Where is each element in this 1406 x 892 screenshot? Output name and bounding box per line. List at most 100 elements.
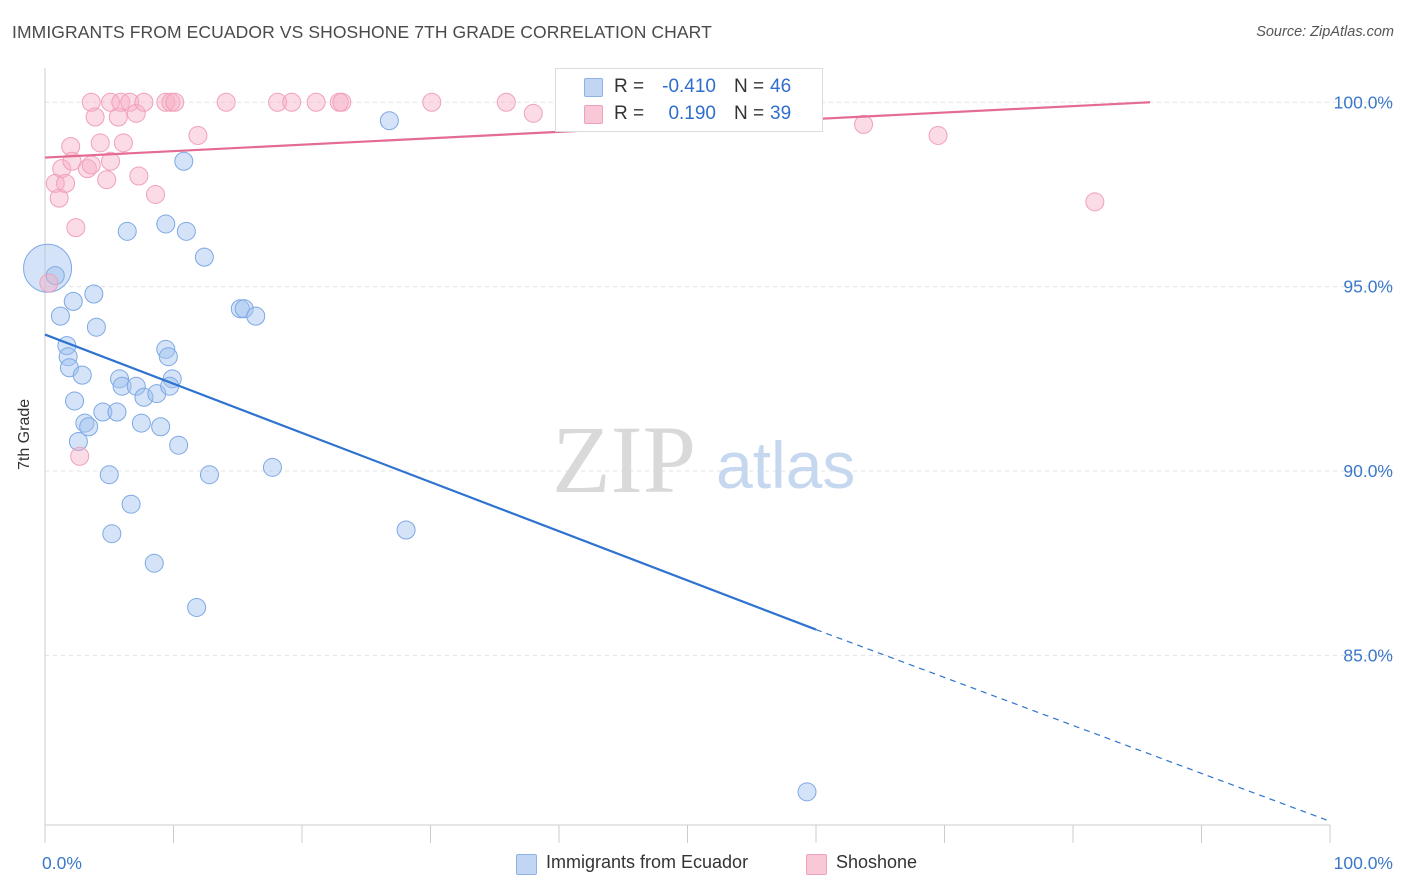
ecuador-point bbox=[246, 306, 266, 326]
shoshone-point bbox=[97, 170, 117, 190]
shoshone-point bbox=[52, 159, 72, 179]
ecuador-point bbox=[68, 432, 88, 451]
y-tick-label: 85.0% bbox=[1343, 645, 1393, 665]
ecuador-point bbox=[102, 524, 122, 544]
ecuador-point bbox=[63, 291, 83, 311]
shoshone-point bbox=[66, 218, 86, 238]
y-tick-label: 90.0% bbox=[1343, 461, 1393, 481]
shoshone-point bbox=[90, 133, 110, 153]
x-tick-label: 100.0% bbox=[1334, 853, 1393, 873]
ecuador-point bbox=[156, 214, 176, 234]
shoshone-point bbox=[134, 92, 154, 112]
ecuador-point bbox=[174, 151, 194, 171]
ecuador-point bbox=[131, 413, 151, 433]
shoshone-point bbox=[1085, 192, 1105, 212]
ecuador-point bbox=[50, 306, 70, 326]
chart-title: IMMIGRANTS FROM ECUADOR VS SHOSHONE 7TH … bbox=[12, 22, 712, 42]
ecuador-point bbox=[396, 520, 416, 540]
shoshone-point bbox=[268, 92, 288, 112]
y-axis-label: 7th Grade bbox=[16, 398, 33, 470]
ecuador-point bbox=[156, 339, 176, 359]
gridlines bbox=[45, 101, 1392, 656]
shoshone-point bbox=[85, 107, 105, 127]
ecuador-point bbox=[199, 465, 219, 485]
shoshone-point bbox=[113, 133, 133, 153]
ecuador-point bbox=[797, 782, 817, 802]
x-tick-label: 0.0% bbox=[42, 853, 82, 873]
ecuador-swatch bbox=[584, 78, 603, 97]
ecuador-point bbox=[262, 457, 282, 477]
ecuador-point bbox=[121, 494, 141, 514]
n-label: N = bbox=[734, 76, 765, 97]
ecuador-point bbox=[79, 417, 99, 437]
n-value: 46 bbox=[770, 76, 792, 97]
shoshone-point bbox=[81, 92, 101, 112]
ecuador-point bbox=[86, 317, 106, 337]
shoshone-point bbox=[332, 92, 352, 112]
ecuador-point bbox=[99, 465, 119, 485]
watermark-atlas: atlas bbox=[716, 428, 855, 502]
n-label: N = bbox=[734, 103, 765, 124]
y-tick-label: 100.0% bbox=[1334, 92, 1393, 112]
stats-row-ecuador: R = -0.410 N = 46 bbox=[556, 74, 822, 100]
shoshone-point bbox=[70, 446, 90, 466]
tick-labels: 100.0% 95.0% 90.0% 85.0% 0.0% 100.0% bbox=[42, 92, 1393, 873]
ecuador-point bbox=[107, 402, 127, 422]
ecuador-point bbox=[72, 365, 92, 385]
legend-item-shoshone[interactable]: Shoshone bbox=[806, 852, 946, 876]
ecuador-point bbox=[379, 111, 399, 131]
ecuador-point bbox=[187, 597, 207, 617]
ecuador-point bbox=[134, 387, 154, 407]
shoshone-point bbox=[306, 92, 326, 112]
shoshone-point bbox=[928, 125, 948, 145]
ecuador-point bbox=[144, 553, 164, 573]
watermark-zip: ZIP bbox=[552, 406, 696, 513]
r-label: R = bbox=[614, 76, 645, 97]
ecuador-point bbox=[112, 376, 132, 396]
ecuador-trend-line bbox=[44, 333, 817, 631]
r-value: -0.410 bbox=[662, 76, 716, 97]
ecuador-point bbox=[169, 435, 189, 455]
shoshone-swatch bbox=[584, 105, 603, 124]
stats-row-shoshone: R = 0.190 N = 39 bbox=[556, 101, 822, 127]
r-label: R = bbox=[614, 103, 645, 124]
watermark: ZIP atlas bbox=[552, 406, 855, 513]
shoshone-point bbox=[282, 92, 302, 112]
shoshone-legend-label: Shoshone bbox=[836, 852, 918, 872]
r-value: 0.190 bbox=[668, 103, 716, 124]
ecuador-point bbox=[110, 369, 130, 389]
shoshone-point bbox=[101, 92, 121, 112]
shoshone-point bbox=[120, 92, 140, 112]
ecuador-legend-label: Immigrants from Ecuador bbox=[546, 852, 749, 872]
stats-legend: R = -0.410 N = 46 R = 0.190 N = 39 bbox=[555, 68, 823, 132]
source-credit: Source: ZipAtlas.com bbox=[1256, 24, 1394, 40]
ecuador-point bbox=[45, 266, 65, 286]
shoshone-point bbox=[165, 92, 185, 112]
shoshone-point bbox=[101, 151, 121, 171]
ecuador-legend-swatch bbox=[516, 854, 537, 875]
shoshone-point bbox=[146, 184, 166, 204]
shoshone-legend-swatch bbox=[806, 854, 827, 875]
ecuador-point bbox=[194, 247, 214, 267]
shoshone-point bbox=[216, 92, 236, 112]
ecuador-point bbox=[75, 413, 95, 433]
shoshone-point bbox=[854, 114, 874, 134]
axes bbox=[44, 68, 1331, 843]
n-value: 39 bbox=[770, 103, 792, 124]
ecuador-point bbox=[176, 221, 196, 241]
shoshone-point bbox=[523, 103, 543, 123]
data-points bbox=[23, 92, 1105, 802]
shoshone-point bbox=[496, 92, 516, 112]
ecuador-point bbox=[93, 402, 113, 422]
shoshone-point bbox=[77, 159, 97, 179]
ecuador-point bbox=[234, 299, 254, 319]
legend-item-ecuador[interactable]: Immigrants from Ecuador bbox=[516, 852, 786, 876]
ecuador-point bbox=[84, 284, 104, 304]
shoshone-point bbox=[39, 273, 59, 293]
shoshone-point bbox=[129, 166, 149, 186]
y-tick-label: 95.0% bbox=[1343, 277, 1393, 297]
shoshone-point bbox=[81, 155, 101, 175]
ecuador-point bbox=[158, 347, 178, 367]
ecuador-point bbox=[117, 221, 137, 241]
